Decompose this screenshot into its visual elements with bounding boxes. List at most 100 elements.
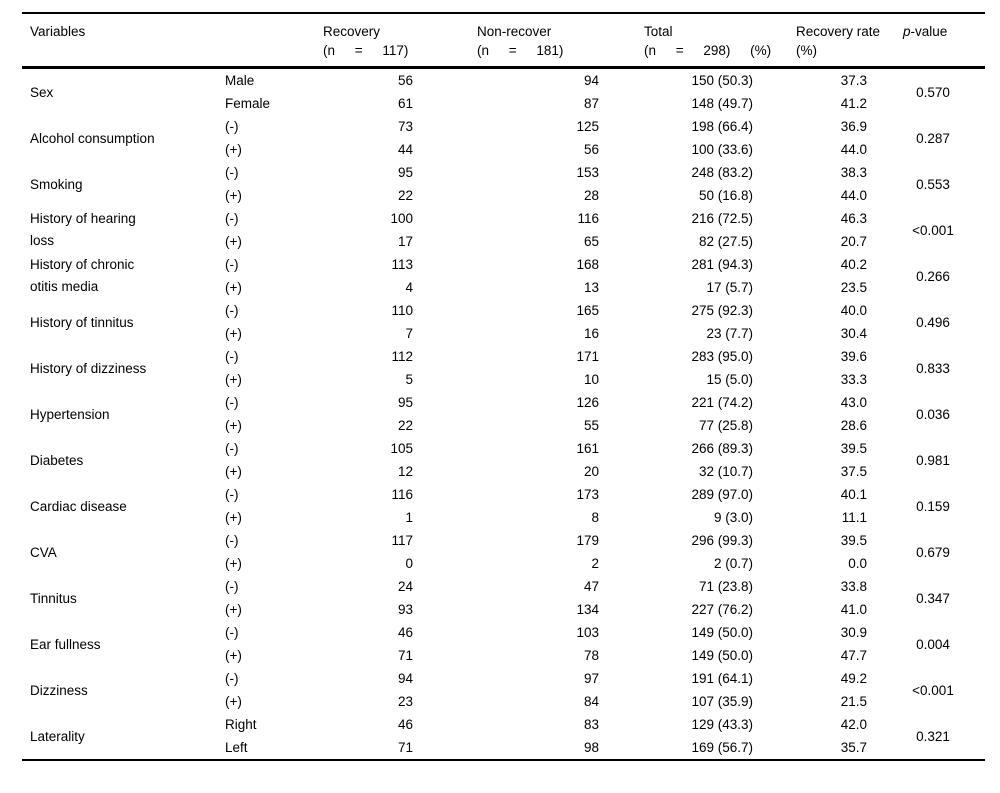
cell-non-recovery: 98	[583, 740, 599, 755]
header-p-value: p-value	[897, 13, 985, 68]
cell-recovery-rate: 37.5	[840, 464, 867, 479]
table-row: (+) 1 8 9 (3.0) 11.1	[22, 506, 985, 529]
table-row: Alcohol consumption (-) 73 125 198 (66.4) 36.…	[22, 115, 985, 146]
cell-non-recovery: 153	[576, 165, 599, 180]
cell-total: 17 (5.7)	[706, 280, 753, 295]
cell-category: (-)	[225, 395, 239, 410]
table-row: (+) 71 78 149 (50.0) 47.7	[22, 644, 985, 667]
header-recovery-sub: (n = 117)	[323, 43, 409, 58]
cell-recovery-rate: 39.5	[840, 533, 867, 548]
cell-variable: History of dizziness	[22, 345, 223, 391]
table-header: Variables Recovery (n = 117) Non-recover (n …	[22, 13, 985, 68]
cell-variable: Sex	[22, 68, 223, 116]
cell-non-recovery: 65	[583, 234, 599, 249]
header-recovery: Recovery (n = 117)	[321, 13, 475, 68]
cell-variable: Dizziness	[22, 667, 223, 713]
table-row: (+) 17 65 82 (27.5) 20.7	[22, 230, 985, 253]
cell-category: Male	[225, 73, 255, 88]
cell-recovery-rate: 49.2	[840, 671, 867, 686]
cell-recovery: 23	[397, 694, 413, 709]
cell-non-recovery: 94	[583, 73, 599, 88]
variable-label: Sex	[30, 84, 54, 100]
cell-non-recovery: 161	[576, 441, 599, 456]
cell-category: (-)	[225, 441, 239, 456]
cell-total: 283 (95.0)	[691, 349, 753, 364]
cell-recovery-rate: 11.1	[841, 510, 867, 525]
header-recovery-label: Recovery	[323, 24, 381, 39]
cell-p-value: 0.981	[916, 452, 950, 468]
cell-category: (+)	[225, 510, 242, 525]
p-label-rest: -value	[910, 24, 948, 39]
cell-total: 129 (43.3)	[691, 717, 753, 732]
cell-total: 148 (49.7)	[691, 96, 753, 111]
table-row: History of dizziness (-) 112 171 283 (95.0) 3…	[22, 345, 985, 376]
cell-non-recovery: 97	[583, 671, 599, 686]
recovery-statistics-table: Variables Recovery (n = 117) Non-recover (n …	[22, 12, 985, 761]
cell-recovery: 5	[405, 372, 413, 387]
cell-recovery: 0	[405, 556, 413, 571]
cell-p-value: 0.287	[916, 130, 950, 146]
table-row: CVA (-) 117 179 296 (99.3) 39.5 0.679	[22, 529, 985, 560]
cell-recovery-rate: 28.6	[840, 418, 867, 433]
table-row: Smoking (-) 95 153 248 (83.2) 38.3 0.553	[22, 161, 985, 192]
cell-recovery-rate: 41.0	[840, 602, 867, 617]
cell-recovery: 4	[405, 280, 413, 295]
cell-category: (-)	[225, 579, 239, 594]
cell-total: 149 (50.0)	[691, 625, 753, 640]
p-italic-glyph: p	[903, 24, 911, 39]
cell-total: 296 (99.3)	[691, 533, 753, 548]
cell-recovery: 116	[391, 487, 413, 502]
table-row: Sex Male 56 94 150 (50.3) 37.3 0.570	[22, 68, 985, 100]
cell-non-recovery: 134	[576, 602, 599, 617]
cell-recovery-rate: 20.7	[840, 234, 867, 249]
cell-non-recovery: 103	[576, 625, 599, 640]
cell-non-recovery: 116	[577, 211, 599, 226]
cell-recovery-rate: 38.3	[840, 165, 867, 180]
cell-recovery: 94	[397, 671, 413, 686]
cell-recovery-rate: 47.7	[840, 648, 867, 663]
table-row: (+) 7 16 23 (7.7) 30.4	[22, 322, 985, 345]
cell-recovery-rate: 43.0	[840, 395, 867, 410]
cell-total: 198 (66.4)	[691, 119, 753, 134]
cell-recovery-rate: 39.5	[840, 441, 867, 456]
cell-total: 9 (3.0)	[713, 510, 753, 525]
cell-total: 50 (16.8)	[698, 188, 753, 203]
cell-total: 82 (27.5)	[698, 234, 753, 249]
cell-total: 32 (10.7)	[698, 464, 753, 479]
cell-total: 100 (33.6)	[691, 142, 753, 157]
cell-recovery: 71	[397, 740, 413, 755]
cell-total: 150 (50.3)	[691, 73, 753, 88]
cell-recovery: 105	[390, 441, 413, 456]
table-row: Hypertension (-) 95 126 221 (74.2) 43.0 0.036	[22, 391, 985, 422]
variable-label: Dizziness	[30, 682, 88, 698]
cell-variable: Diabetes	[22, 437, 223, 483]
cell-p-value: 0.570	[916, 84, 950, 100]
cell-non-recovery: 47	[583, 579, 599, 594]
cell-p-value: 0.833	[916, 360, 950, 376]
cell-recovery: 95	[397, 165, 413, 180]
cell-recovery: 73	[397, 119, 413, 134]
cell-recovery-rate: 30.4	[840, 326, 867, 341]
table-row: (+) 22 55 77 (25.8) 28.6	[22, 414, 985, 437]
table-row: (+) 4 13 17 (5.7) 23.5	[22, 276, 985, 299]
cell-recovery-rate: 40.2	[840, 257, 867, 272]
cell-total: 289 (97.0)	[691, 487, 753, 502]
variable-label: History of chronic otitis media	[30, 257, 135, 294]
cell-recovery: 71	[397, 648, 413, 663]
cell-recovery-rate: 44.0	[840, 142, 867, 157]
cell-total: 227 (76.2)	[691, 602, 753, 617]
cell-category: (-)	[225, 487, 239, 502]
cell-recovery: 7	[405, 326, 413, 341]
cell-category: (+)	[225, 372, 242, 387]
cell-category: (+)	[225, 234, 242, 249]
cell-category: (+)	[225, 188, 242, 203]
cell-non-recovery: 78	[583, 648, 599, 663]
cell-recovery-rate: 42.0	[840, 717, 867, 732]
table-row: (+) 12 20 32 (10.7) 37.5	[22, 460, 985, 483]
cell-non-recovery: 171	[576, 349, 599, 364]
cell-category: (-)	[225, 119, 239, 134]
cell-recovery-rate: 36.9	[840, 119, 867, 134]
cell-total: 169 (56.7)	[691, 740, 753, 755]
cell-recovery: 95	[397, 395, 413, 410]
table-row: (+) 0 2 2 (0.7) 0.0	[22, 552, 985, 575]
